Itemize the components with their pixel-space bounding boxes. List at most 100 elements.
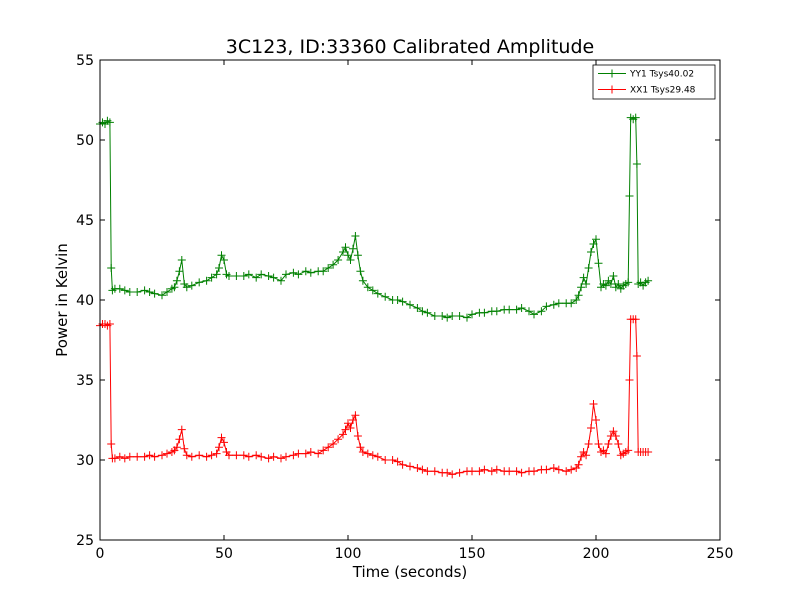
data-point-xx1	[624, 446, 633, 455]
data-point-yy1	[492, 307, 501, 316]
data-point-xx1	[448, 470, 457, 479]
data-point-xx1	[145, 451, 154, 460]
data-point-xx1	[368, 451, 377, 460]
data-point-xx1	[530, 467, 538, 476]
data-point-yy1	[341, 243, 350, 252]
legend-label-yy1: YY1 Tsys40.02	[629, 70, 694, 80]
data-point-yy1	[455, 312, 464, 320]
data-point-xx1	[388, 456, 397, 464]
data-point-xx1	[455, 468, 464, 477]
data-point-yy1	[346, 256, 355, 264]
data-point-yy1	[601, 281, 610, 290]
data-point-xx1	[115, 452, 124, 461]
data-point-xx1	[306, 448, 315, 456]
series-markers-xx1	[96, 315, 653, 479]
data-point-xx1	[631, 315, 640, 324]
legend-marker-yy1	[608, 69, 616, 78]
data-point-xx1	[406, 462, 414, 471]
data-point-xx1	[202, 452, 211, 461]
data-point-yy1	[423, 308, 432, 317]
data-point-xx1	[443, 468, 452, 477]
data-point-yy1	[225, 272, 233, 280]
data-point-xx1	[339, 430, 347, 439]
legend-entry-yy1: YY1 Tsys40.02	[598, 69, 694, 80]
data-point-yy1	[584, 264, 593, 272]
data-point-yy1	[356, 267, 365, 276]
data-point-xx1	[172, 443, 181, 452]
data-point-yy1	[406, 300, 414, 309]
data-point-yy1	[252, 273, 261, 282]
data-point-yy1	[107, 264, 116, 272]
data-point-yy1	[282, 270, 290, 279]
data-point-xx1	[175, 435, 184, 444]
data-point-xx1	[314, 449, 323, 458]
data-point-yy1	[177, 256, 186, 264]
data-point-xx1	[413, 464, 422, 472]
data-point-yy1	[530, 310, 538, 319]
data-point-yy1	[448, 312, 457, 320]
data-point-xx1	[252, 451, 261, 460]
data-point-yy1	[244, 270, 253, 279]
data-point-xx1	[212, 449, 221, 458]
data-point-yy1	[577, 283, 586, 292]
data-point-yy1	[264, 272, 273, 280]
y-tick-label: 55	[76, 53, 94, 69]
y-tick-label: 30	[76, 453, 94, 469]
data-point-yy1	[609, 272, 618, 280]
data-point-yy1	[202, 276, 211, 285]
data-point-yy1	[614, 280, 623, 288]
data-point-yy1	[269, 273, 278, 282]
data-point-xx1	[468, 467, 476, 476]
data-point-xx1	[232, 451, 241, 460]
x-tick-label: 200	[583, 546, 610, 562]
data-point-xx1	[584, 440, 593, 448]
data-point-yy1	[512, 305, 521, 314]
y-tick-label: 25	[76, 533, 94, 549]
data-point-yy1	[542, 302, 551, 311]
data-point-xx1	[512, 467, 521, 476]
data-point-yy1	[373, 289, 382, 298]
y-axis-label: Power in Kelvin	[53, 243, 71, 357]
data-point-yy1	[537, 307, 546, 316]
data-point-yy1	[368, 286, 377, 295]
data-point-xx1	[604, 440, 613, 448]
series-layer	[96, 113, 653, 479]
data-point-yy1	[525, 307, 533, 316]
data-point-yy1	[587, 248, 595, 256]
legend-box	[592, 64, 716, 100]
legend-label-xx1: XX1 Tsys29.48	[630, 86, 696, 96]
data-point-yy1	[334, 256, 343, 264]
data-point-xx1	[180, 444, 189, 453]
data-point-yy1	[120, 286, 129, 295]
data-point-yy1	[358, 276, 367, 285]
data-point-xx1	[244, 452, 253, 461]
data-point-xx1	[277, 454, 285, 463]
data-point-yy1	[632, 160, 641, 168]
data-point-xx1	[105, 320, 114, 328]
data-point-xx1	[587, 424, 595, 432]
data-point-yy1	[324, 264, 333, 272]
data-point-xx1	[625, 376, 634, 384]
x-tick-label: 150	[459, 546, 486, 562]
data-point-xx1	[215, 443, 223, 452]
data-point-yy1	[172, 276, 181, 285]
data-point-yy1	[217, 251, 226, 260]
legend-entry-xx1: XX1 Tsys29.48	[598, 85, 696, 96]
data-point-yy1	[517, 304, 526, 312]
data-point-xx1	[107, 440, 116, 448]
x-tick-label: 250	[707, 546, 734, 562]
data-point-xx1	[614, 440, 623, 448]
data-point-xx1	[601, 449, 610, 458]
data-point-yy1	[158, 291, 166, 300]
data-point-xx1	[110, 454, 119, 463]
data-point-yy1	[625, 192, 634, 200]
data-point-yy1	[353, 251, 362, 260]
data-point-xx1	[423, 467, 432, 476]
data-point-xx1	[163, 449, 171, 458]
data-point-xx1	[356, 443, 365, 452]
data-point-yy1	[579, 273, 588, 282]
data-point-xx1	[150, 452, 159, 461]
data-point-yy1	[175, 267, 184, 276]
data-point-xx1	[294, 449, 303, 458]
